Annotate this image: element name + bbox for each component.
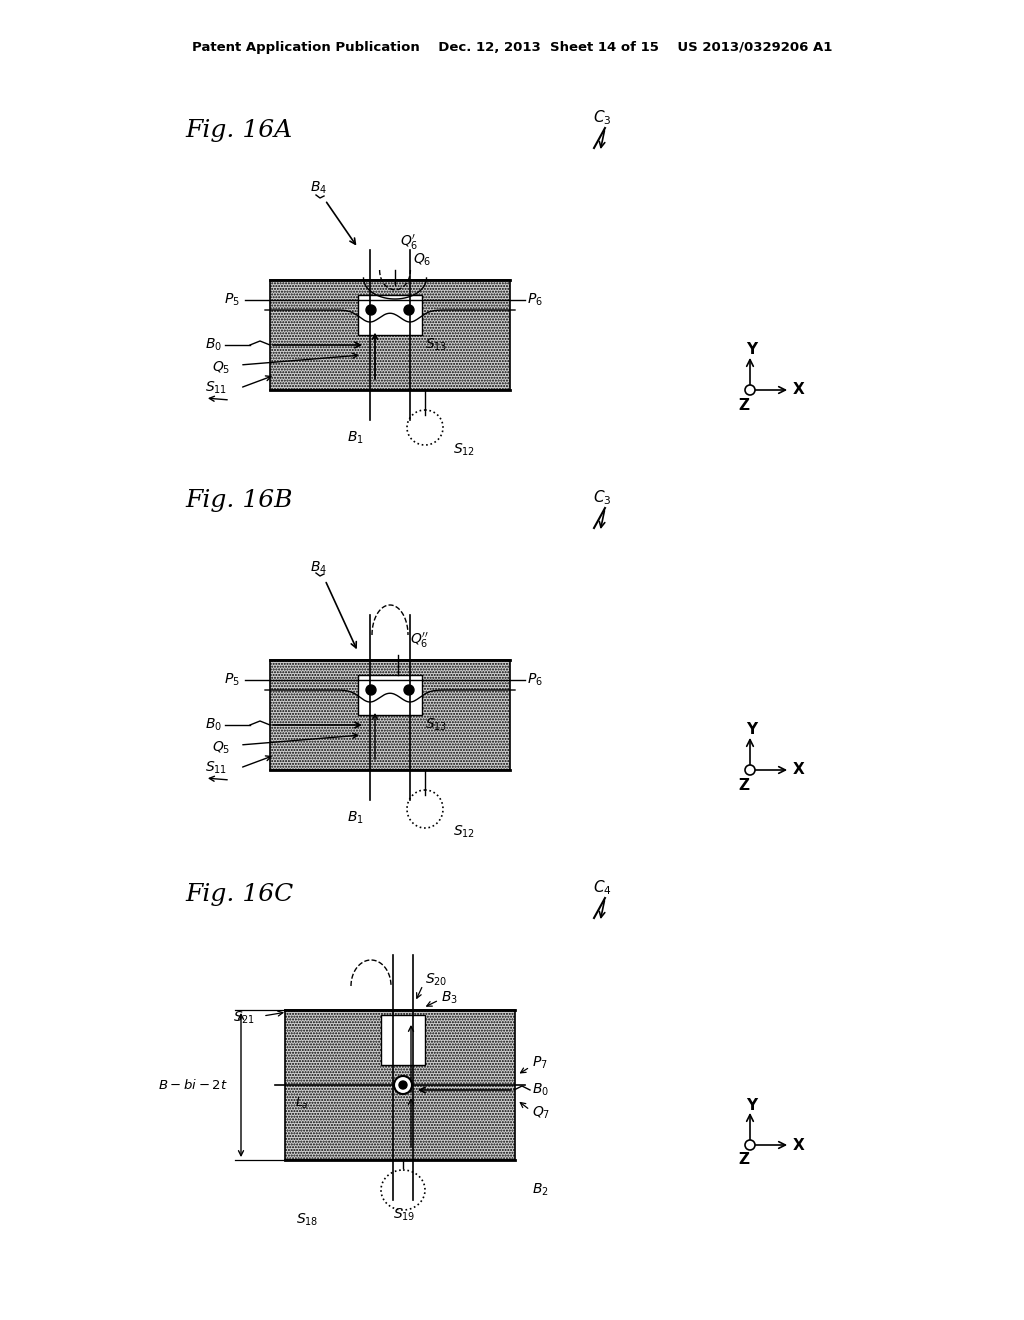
Circle shape bbox=[404, 685, 414, 696]
Text: Z: Z bbox=[738, 777, 749, 792]
Circle shape bbox=[399, 1081, 407, 1089]
Text: $Q_5$: $Q_5$ bbox=[212, 360, 230, 376]
Text: $S_{11}$: $S_{11}$ bbox=[205, 760, 227, 776]
Text: $B_1$: $B_1$ bbox=[346, 430, 364, 446]
Text: $S_{12}$: $S_{12}$ bbox=[453, 442, 475, 458]
Text: $P_5$: $P_5$ bbox=[224, 292, 240, 308]
Text: $P_5$: $P_5$ bbox=[224, 672, 240, 688]
Text: $C_3$: $C_3$ bbox=[593, 108, 611, 127]
Circle shape bbox=[745, 766, 755, 775]
Bar bbox=[270, 660, 510, 770]
Text: Patent Application Publication    Dec. 12, 2013  Sheet 14 of 15    US 2013/03292: Patent Application Publication Dec. 12, … bbox=[191, 41, 833, 54]
Text: Fig. 16B: Fig. 16B bbox=[185, 488, 293, 511]
Text: $L_a$: $L_a$ bbox=[295, 1096, 309, 1110]
Text: X: X bbox=[793, 383, 805, 397]
Text: $S_{13}$: $S_{13}$ bbox=[425, 717, 447, 733]
Text: X: X bbox=[793, 763, 805, 777]
Text: $B_0$: $B_0$ bbox=[205, 717, 222, 733]
Text: Y: Y bbox=[746, 722, 757, 738]
Text: $P_7$: $P_7$ bbox=[532, 1055, 548, 1072]
Text: Fig. 16A: Fig. 16A bbox=[185, 119, 292, 141]
Bar bbox=[358, 294, 422, 335]
Text: Y: Y bbox=[746, 1097, 757, 1113]
Text: $C_4$: $C_4$ bbox=[593, 879, 611, 898]
Text: $Q_6^{\prime\prime}$: $Q_6^{\prime\prime}$ bbox=[410, 631, 429, 649]
Text: $S_{19}$: $S_{19}$ bbox=[393, 1206, 416, 1224]
Text: Y: Y bbox=[746, 342, 757, 358]
Text: $P_6$: $P_6$ bbox=[527, 672, 543, 688]
Text: $Q_6$: $Q_6$ bbox=[413, 252, 431, 268]
Circle shape bbox=[366, 305, 376, 315]
Circle shape bbox=[745, 385, 755, 395]
Text: $B_0$: $B_0$ bbox=[205, 337, 222, 354]
Text: X: X bbox=[793, 1138, 805, 1152]
Circle shape bbox=[394, 1076, 412, 1094]
Text: $Q_5$: $Q_5$ bbox=[212, 739, 230, 756]
Text: $S_{12}$: $S_{12}$ bbox=[453, 824, 475, 841]
Circle shape bbox=[366, 685, 376, 696]
Circle shape bbox=[745, 1140, 755, 1150]
Text: $B_4$: $B_4$ bbox=[310, 560, 327, 577]
Text: $B_4$: $B_4$ bbox=[310, 180, 327, 197]
Text: $S_{20}$: $S_{20}$ bbox=[425, 972, 447, 989]
Bar bbox=[270, 280, 510, 389]
Text: $S_{21}$: $S_{21}$ bbox=[233, 1010, 255, 1026]
Text: $P_6$: $P_6$ bbox=[527, 292, 543, 308]
Bar bbox=[358, 675, 422, 715]
Text: $B_1$: $B_1$ bbox=[346, 809, 364, 826]
Text: Z: Z bbox=[738, 1152, 749, 1167]
Text: $S_{13}$: $S_{13}$ bbox=[425, 337, 447, 354]
Text: $C_3$: $C_3$ bbox=[593, 488, 611, 507]
Bar bbox=[285, 1010, 515, 1160]
Text: $B_2$: $B_2$ bbox=[532, 1181, 549, 1199]
Text: $B-bi-2t$: $B-bi-2t$ bbox=[159, 1078, 228, 1092]
Text: Z: Z bbox=[738, 397, 749, 412]
Text: Fig. 16C: Fig. 16C bbox=[185, 883, 293, 907]
Text: $B_3$: $B_3$ bbox=[441, 990, 458, 1006]
Text: $Q_6'$: $Q_6'$ bbox=[400, 232, 419, 252]
Bar bbox=[381, 1015, 425, 1065]
Circle shape bbox=[404, 305, 414, 315]
Text: $Q_7$: $Q_7$ bbox=[532, 1105, 550, 1121]
Text: $S_{18}$: $S_{18}$ bbox=[296, 1212, 318, 1228]
Text: $B_0$: $B_0$ bbox=[532, 1082, 549, 1098]
Text: $S_{11}$: $S_{11}$ bbox=[205, 380, 227, 396]
